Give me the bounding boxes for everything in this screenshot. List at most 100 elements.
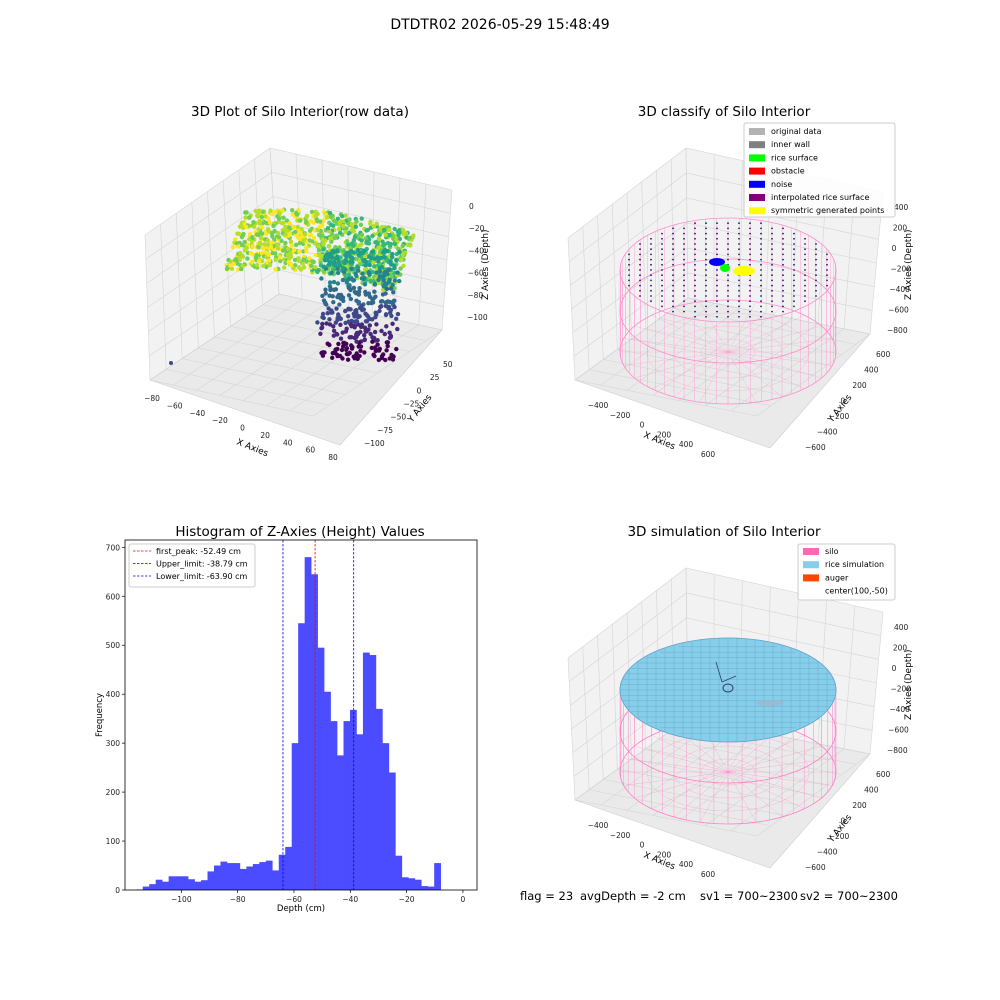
y-tick-label: −200 <box>829 412 850 421</box>
interpolated-point <box>771 269 773 271</box>
y-tick-label: −600 <box>805 863 826 872</box>
interpolated-point <box>815 295 817 297</box>
simulation-rice-surface <box>619 637 837 743</box>
z-tick-label: −20 <box>469 224 485 233</box>
interpolated-point <box>760 258 762 261</box>
interpolated-point <box>705 227 707 230</box>
interpolated-point <box>749 310 751 313</box>
simulation-legend-item-label: auger <box>825 573 849 582</box>
z-tick-label: −800 <box>887 746 908 755</box>
interpolated-point <box>771 258 773 261</box>
interpolated-point <box>749 222 751 225</box>
interpolated-point <box>804 243 806 245</box>
interpolated-point <box>749 295 751 297</box>
interpolated-point <box>826 284 828 287</box>
interpolated-point <box>661 237 663 240</box>
interpolated-point <box>694 305 696 308</box>
interpolated-point <box>815 279 817 282</box>
interpolated-point <box>804 263 806 266</box>
interpolated-point <box>782 227 784 230</box>
x-tick-label: 80 <box>328 453 338 462</box>
interpolated-point <box>650 300 652 303</box>
interpolated-point <box>650 258 652 261</box>
interpolated-point <box>727 315 729 318</box>
y-tick-label: 600 <box>106 592 121 601</box>
interpolated-point <box>782 279 784 282</box>
classify-panel-title: 3D classify of Silo Interior <box>638 104 811 120</box>
interpolated-point <box>694 295 696 297</box>
x-tick-label: −200 <box>610 831 631 840</box>
simulation-legend-box <box>797 543 896 601</box>
histogram-bar <box>265 860 273 890</box>
interpolated-point <box>705 289 707 292</box>
simulation-legend: silo rice simulation auger center(100,-50) <box>797 543 896 601</box>
silo-floor-ring <box>700 758 756 786</box>
interpolated-point <box>716 237 718 240</box>
histogram-bar <box>298 623 305 890</box>
simulation-legend-item-label: center(100,-50) <box>825 587 888 596</box>
interpolated-point <box>826 258 828 261</box>
histogram-bar <box>414 879 422 890</box>
interpolated-point <box>672 253 674 256</box>
classify-legend-item-label: noise <box>771 180 792 189</box>
interpolated-point <box>705 305 707 308</box>
x-tick-label: 600 <box>701 870 716 879</box>
x-tick-label: −60 <box>286 895 302 904</box>
histogram-bar <box>181 876 189 890</box>
classify-grid <box>567 147 884 417</box>
histogram-bar <box>388 772 396 890</box>
interpolated-point <box>815 258 817 261</box>
interpolated-point <box>672 263 674 266</box>
z-tick-label: −800 <box>887 326 908 335</box>
histogram-bar <box>317 647 325 890</box>
interpolated-point <box>694 258 696 261</box>
x-tick-label: −60 <box>167 401 183 410</box>
histogram-bar <box>201 880 208 890</box>
interpolated-point <box>727 310 729 313</box>
interpolated-point <box>804 279 806 282</box>
interpolated-point <box>672 305 674 308</box>
simulation-legend-item-label: silo <box>825 547 839 556</box>
y-tick-label: 200 <box>106 788 121 797</box>
histogram-bar <box>350 709 357 890</box>
y-tick-label: −200 <box>829 832 850 841</box>
histogram-bar <box>395 855 403 890</box>
interpolated-point <box>650 237 652 240</box>
interpolated-point <box>716 248 718 251</box>
interpolated-point <box>738 243 740 245</box>
interpolated-point <box>771 263 773 266</box>
interpolated-point <box>716 279 718 282</box>
interpolated-point <box>738 295 740 297</box>
y-tick-label: 0 <box>115 886 120 895</box>
histogram-bar <box>291 743 299 890</box>
interpolated-point <box>650 279 652 282</box>
histogram-legend-label: Lower_limit: -63.90 cm <box>156 572 248 581</box>
interpolated-point <box>749 315 751 318</box>
raw-y-label: Y Axies <box>406 393 435 426</box>
interpolated-point <box>749 284 751 287</box>
raw-point-cloud <box>169 207 416 365</box>
simulation-z-label: Z Axies (Depth) <box>904 649 914 720</box>
interpolated-point <box>815 269 817 271</box>
interpolated-point <box>738 258 740 261</box>
interpolated-point <box>716 295 718 297</box>
interpolated-point <box>771 232 773 235</box>
interpolated-point <box>760 253 762 256</box>
interpolated-point <box>661 248 663 251</box>
interpolated-point <box>727 237 729 240</box>
histogram-x-ticks: −100 −80 −60 −40 −20 0 <box>171 890 466 904</box>
interpolated-point <box>771 227 773 230</box>
histogram-bar <box>207 871 215 890</box>
interpolated-point <box>683 284 685 287</box>
histogram-bar <box>142 886 150 890</box>
histogram-bar <box>252 864 260 890</box>
interpolated-point <box>749 279 751 282</box>
interpolated-point <box>738 253 740 256</box>
interpolated-point <box>705 274 707 277</box>
interpolated-point <box>628 269 630 271</box>
interpolated-point <box>793 232 795 235</box>
interpolated-point <box>815 243 817 245</box>
histogram-panel: Histogram of Z-Axies (Height) Values −10… <box>95 524 478 914</box>
y-tick-label: −600 <box>805 443 826 452</box>
interpolated-point <box>683 310 685 313</box>
